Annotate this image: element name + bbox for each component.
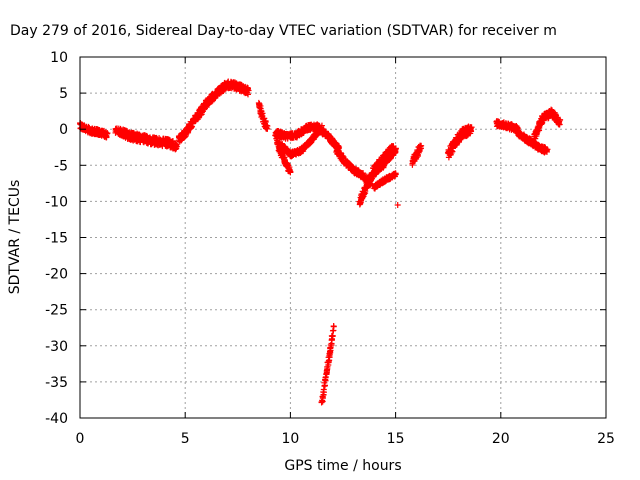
data-point <box>417 145 424 152</box>
data-point <box>322 374 329 381</box>
y-tick-label: 10 <box>50 50 68 66</box>
data-point <box>544 146 551 153</box>
y-tick-label: -40 <box>45 411 68 427</box>
data-point <box>392 146 399 153</box>
data-point <box>329 327 336 334</box>
data-point <box>173 143 180 150</box>
x-tick-label: 25 <box>597 431 615 447</box>
y-axis-label: SDTVAR / TECUs <box>7 180 23 295</box>
x-tick-label: 10 <box>281 431 299 447</box>
data-point <box>287 169 294 176</box>
data-point <box>394 202 401 209</box>
x-tick-label: 15 <box>387 431 405 447</box>
data-point <box>245 87 252 94</box>
data-point <box>318 122 325 129</box>
y-tick-label: 5 <box>59 86 68 102</box>
data-point <box>360 170 367 177</box>
data-point <box>392 170 399 177</box>
data-point <box>321 382 328 389</box>
tick-labels: 0 5 10 15 20 25 10 5 0 -5 -10 -15 -20 -25 -30 -35 -40 <box>45 50 615 447</box>
data-point <box>416 148 423 155</box>
plot-frame <box>79 56 607 419</box>
axis-ticks <box>79 56 607 419</box>
x-tick-label: 20 <box>492 431 510 447</box>
y-tick-label: -35 <box>45 375 68 391</box>
y-tick-label: 0 <box>59 122 68 138</box>
data-point <box>468 128 475 135</box>
y-tick-label: -20 <box>45 267 68 283</box>
y-tick-label: -10 <box>45 194 68 210</box>
data-point <box>557 116 564 123</box>
data-points <box>76 78 564 406</box>
y-tick-label: -25 <box>45 303 68 319</box>
data-point <box>329 333 336 340</box>
y-tick-label: -15 <box>45 231 68 247</box>
x-tick-label: 0 <box>76 431 85 447</box>
y-tick-label: -5 <box>54 158 68 174</box>
data-point <box>264 125 271 132</box>
grid-lines <box>80 57 606 418</box>
data-point <box>328 335 335 342</box>
y-tick-label: -30 <box>45 339 68 355</box>
chart-title: Day 279 of 2016, Sidereal Day-to-day VTE… <box>10 23 557 39</box>
data-point <box>330 323 337 330</box>
x-axis-label: GPS time / hours <box>284 458 401 474</box>
data-point <box>104 130 111 137</box>
x-tick-label: 5 <box>181 431 190 447</box>
data-point <box>320 386 327 393</box>
